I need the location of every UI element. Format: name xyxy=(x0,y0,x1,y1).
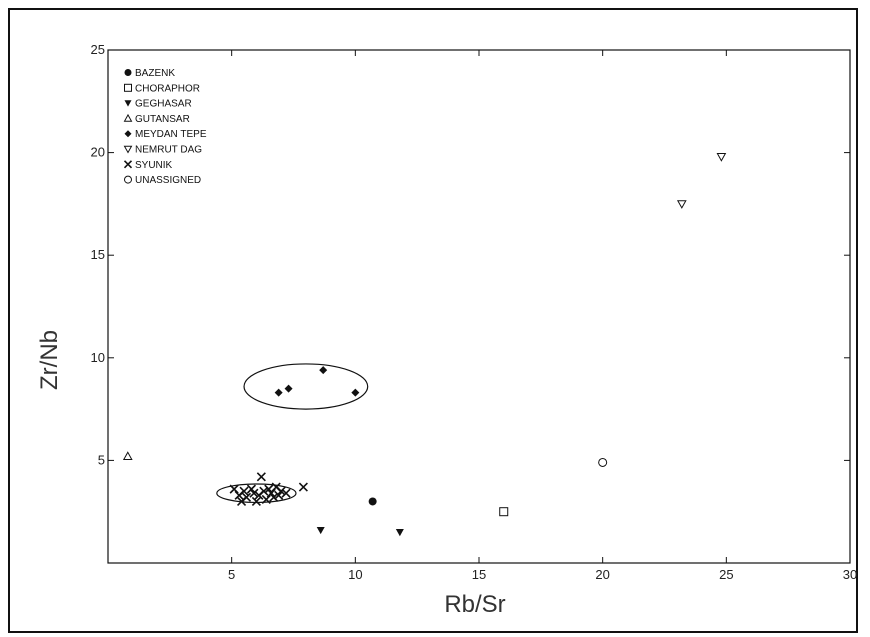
point-syunik xyxy=(276,486,286,496)
legend-item-unassigned: UNASSIGNED xyxy=(124,175,201,186)
legend-label-choraphor: CHORAPHOR xyxy=(135,83,200,94)
legend-label-bazenk: BAZENK xyxy=(135,68,175,79)
legend-marker-syunik xyxy=(123,160,133,169)
legend-label-unassigned: UNASSIGNED xyxy=(135,175,201,186)
point-syunik xyxy=(249,488,259,498)
point-meydan-tepe xyxy=(351,388,360,397)
point-nemrut-dag xyxy=(676,200,687,209)
y-tick-label: 15 xyxy=(91,247,105,262)
point-syunik xyxy=(281,488,291,498)
legend-item-syunik: SYUNIK xyxy=(123,160,173,171)
point-bazenk xyxy=(368,497,377,506)
point-syunik xyxy=(269,492,279,502)
y-tick-label: 10 xyxy=(91,350,105,365)
data-points xyxy=(122,153,727,537)
x-tick-label: 15 xyxy=(472,567,486,582)
point-syunik xyxy=(251,496,261,507)
x-tick-label: 20 xyxy=(595,567,609,582)
legend-marker-unassigned xyxy=(124,175,132,184)
figure-frame xyxy=(8,8,858,633)
point-syunik xyxy=(274,490,284,500)
point-meydan-tepe xyxy=(319,366,328,375)
point-syunik xyxy=(246,484,257,494)
x-tick-label: 30 xyxy=(843,567,857,582)
point-syunik xyxy=(261,494,271,504)
legend-label-meydan-tepe: MEYDAN TEPE xyxy=(135,129,207,140)
legend-item-nemrut-dag: NEMRUT DAG xyxy=(123,145,202,156)
legend-label-syunik: SYUNIK xyxy=(135,160,173,171)
y-tick-label: 5 xyxy=(98,452,105,467)
point-gutansar xyxy=(122,451,133,460)
x-axis-label: Rb/Sr xyxy=(444,591,505,618)
legend-marker-gutansar xyxy=(123,113,133,122)
legend-item-choraphor: CHORAPHOR xyxy=(124,83,200,94)
legend-label-nemrut-dag: NEMRUT DAG xyxy=(135,145,202,156)
point-nemrut-dag xyxy=(716,153,727,162)
y-tick-label: 20 xyxy=(91,145,105,160)
legend: BAZENK CHORAPHOR GEGHASAR GUTANSAR MEYDAN TE… xyxy=(123,68,207,186)
point-unassigned xyxy=(598,457,608,467)
point-syunik xyxy=(256,472,266,482)
legend-marker-meydan-tepe xyxy=(124,130,132,138)
legend-item-meydan-tepe: MEYDAN TEPE xyxy=(124,129,207,140)
x-tick-label: 25 xyxy=(719,567,733,582)
point-syunik xyxy=(229,484,239,494)
point-meydan-tepe xyxy=(274,388,283,397)
point-choraphor xyxy=(499,507,509,517)
legend-item-geghasar: GEGHASAR xyxy=(124,99,192,110)
point-syunik xyxy=(264,484,274,494)
x-tick-label: 10 xyxy=(348,567,362,582)
point-syunik xyxy=(266,488,276,498)
legend-item-gutansar: GUTANSAR xyxy=(123,113,190,125)
group-ellipse xyxy=(243,363,369,410)
legend-marker-geghasar xyxy=(124,100,132,107)
point-meydan-tepe xyxy=(284,384,293,393)
point-syunik xyxy=(259,486,269,496)
plot-border xyxy=(107,49,851,564)
legend-label-geghasar: GEGHASAR xyxy=(135,99,192,110)
x-tick-label: 5 xyxy=(228,567,235,582)
ticks: 5 10 15 20 25 30 5 10 15 20 25 xyxy=(91,42,858,582)
point-syunik xyxy=(239,486,249,496)
point-syunik xyxy=(236,496,247,507)
legend-marker-bazenk xyxy=(124,69,132,76)
y-tick-label: 25 xyxy=(91,42,105,57)
point-geghasar xyxy=(395,529,404,537)
legend-label-gutansar: GUTANSAR xyxy=(135,114,190,125)
legend-marker-choraphor xyxy=(124,83,132,92)
annotations xyxy=(216,363,369,504)
y-axis-label: Zr/Nb xyxy=(36,330,63,390)
point-geghasar xyxy=(316,526,325,535)
legend-item-bazenk: BAZENK xyxy=(124,68,175,79)
axes xyxy=(107,49,851,564)
legend-marker-nemrut-dag xyxy=(123,145,133,154)
point-syunik xyxy=(298,482,308,492)
